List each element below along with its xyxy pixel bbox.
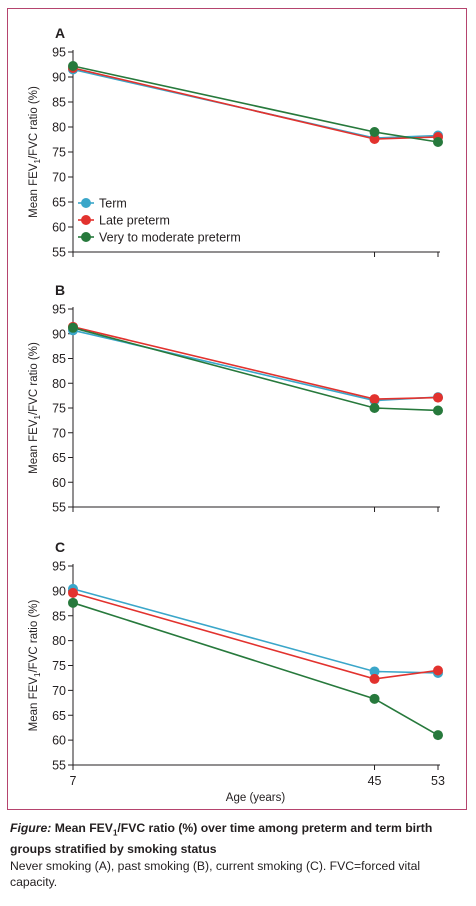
panel-a-data-point-3	[369, 127, 380, 137]
panel-a-y-axis-label-sub: 1	[33, 158, 42, 163]
panel-c-x-tick-label: 45	[368, 774, 382, 788]
panel-a-y-tick-label: 80	[52, 121, 66, 135]
caption-title: Figure: Mean FEV1/FVC ratio (%) over tim…	[10, 820, 466, 857]
panel-a-legend-entry: Very to moderate preterm	[99, 231, 241, 245]
panel-a-legend-swatch-marker	[81, 232, 91, 242]
panel-b-label: B	[55, 282, 65, 298]
panel-c-y-tick-label: 55	[52, 759, 66, 773]
panel-c-x-tick-label: 53	[431, 774, 445, 788]
panel-b-y-tick-label: 55	[52, 501, 66, 515]
panel-a-y-tick-label: 70	[52, 171, 66, 185]
panel-c-data-point-2	[433, 665, 443, 676]
panel-a-y-tick-label: 65	[52, 196, 66, 210]
panel-a-y-tick-label: 85	[52, 96, 66, 110]
panel-b-y-tick-label: 75	[52, 402, 66, 416]
figure-frame	[7, 8, 467, 810]
panel-c-y-tick-label: 80	[52, 634, 66, 648]
panel-a-data-point-2	[369, 134, 380, 144]
panel-b-data-point-2	[433, 392, 443, 403]
panel-c-label: C	[55, 539, 65, 555]
panel-b-y-tick-label: 90	[52, 327, 66, 341]
caption-title-pre: Mean FEV	[51, 821, 113, 835]
caption-title-sub: 1	[112, 828, 118, 838]
panel-a-y-axis-label-pre: Mean FEV	[28, 163, 40, 218]
panel-c-series-line-2	[72, 592, 439, 680]
panel-c-y-tick-label: 90	[52, 584, 66, 598]
panel-a-legend-entry: Term	[99, 197, 127, 211]
panel-a-y-tick-label: 90	[52, 71, 66, 85]
panel-a-y-tick-label: 95	[52, 46, 66, 60]
panel-c-y-axis-label: Mean FEV1/FVC ratio (%)	[28, 600, 42, 732]
panel-c-y-tick-label: 75	[52, 659, 66, 673]
panel-c-x-tick-label: 7	[70, 774, 77, 788]
panel-a-legend-swatch-marker	[81, 215, 91, 225]
panel-a-y-axis-label-post: /FVC ratio (%)	[28, 86, 40, 159]
panel-c-y-tick-label: 85	[52, 609, 66, 623]
panel-b-y-tick-label: 70	[52, 426, 66, 440]
caption-note: Never smoking (A), past smoking (B), cur…	[10, 859, 421, 890]
panel-a-data-point-3	[68, 61, 78, 71]
panel-c-data-point-1	[369, 666, 380, 677]
panel-b-y-tick-label: 80	[52, 377, 66, 391]
panel-c-y-tick-label: 60	[52, 734, 66, 748]
panel-a-legend-entry: Late preterm	[99, 214, 170, 228]
panel-b-y-tick-label: 60	[52, 476, 66, 490]
panel-c-y-tick-label: 65	[52, 709, 66, 723]
caption-figure-label: Figure:	[10, 821, 52, 835]
panel-b-data-point-3	[68, 322, 78, 333]
panel-a-data-point-3	[433, 137, 443, 147]
panel-c-x-axis-label: Age (years)	[226, 792, 286, 804]
panel-a-label: A	[55, 25, 65, 41]
panel-c-data-point-2	[369, 673, 380, 684]
panel-c-y-tick-label: 95	[52, 560, 66, 574]
caption-title-post: /FVC ratio (%) over time among preterm a…	[10, 821, 433, 857]
panel-c-data-point-3	[369, 693, 380, 704]
panel-b-data-point-2	[369, 394, 380, 405]
panel-b-y-axis-label-sub: 1	[33, 414, 42, 419]
panel-a-y-tick-label: 60	[52, 221, 66, 235]
panel-b-y-tick-label: 65	[52, 451, 66, 465]
panel-c-data-point-2	[68, 587, 78, 598]
panel-a-legend-swatch-marker	[81, 198, 91, 208]
panel-b-y-axis-label: Mean FEV1/FVC ratio (%)	[28, 342, 42, 474]
panel-c-y-tick-label: 70	[52, 684, 66, 698]
panel-a-y-axis-label: Mean FEV1/FVC ratio (%)	[28, 86, 42, 218]
figure-caption: Figure: Mean FEV1/FVC ratio (%) over tim…	[10, 820, 466, 890]
panel-b-series-line-2	[72, 326, 439, 400]
panel-c-series-line-3	[72, 602, 439, 736]
panel-a-series-line-1	[72, 68, 439, 139]
panel-b-y-axis-label-pre: Mean FEV	[28, 419, 40, 474]
panel-b-y-tick-label: 95	[52, 303, 66, 317]
panel-b-y-tick-label: 85	[52, 352, 66, 366]
panel-b-data-point-3	[369, 403, 380, 413]
panel-b-data-point-3	[433, 405, 443, 416]
panel-c-data-point-3	[68, 597, 78, 608]
panel-a-series-line-3	[72, 65, 439, 143]
panel-a-y-tick-label: 55	[52, 246, 66, 260]
panel-c-y-axis-label-post: /FVC ratio (%)	[28, 600, 40, 673]
panel-b-series-line-1	[72, 329, 439, 402]
panel-b-y-axis-label-post: /FVC ratio (%)	[28, 342, 40, 415]
panel-c-data-point-3	[433, 730, 443, 741]
panel-c-y-axis-label-sub: 1	[33, 672, 42, 677]
panel-a-y-tick-label: 75	[52, 146, 66, 160]
panel-c-y-axis-label-pre: Mean FEV	[28, 677, 40, 732]
